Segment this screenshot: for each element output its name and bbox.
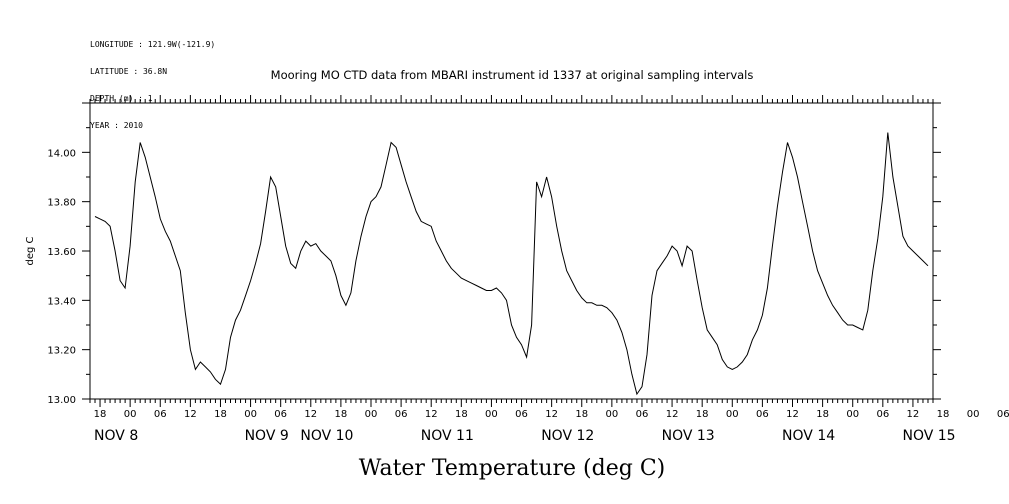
x-day-label: NOV 10 — [300, 428, 353, 444]
x-hour-label: 06 — [756, 409, 769, 420]
x-hour-label: 18 — [575, 409, 588, 420]
x-hour-label: 12 — [786, 409, 799, 420]
x-hour-label: 18 — [937, 409, 950, 420]
meta-depth: DEPTH (m) : 1 — [90, 94, 153, 103]
axis-ticks — [82, 95, 941, 407]
x-hour-label: 06 — [997, 409, 1009, 420]
plot-frame — [89, 102, 934, 400]
y-tick-label: 14.00 — [47, 148, 76, 159]
x-day-label: NOV 13 — [662, 428, 715, 444]
y-tick-label: 13.00 — [47, 395, 76, 406]
y-tick-label: 13.40 — [47, 296, 76, 307]
x-hour-label: 00 — [124, 409, 137, 420]
x-hour-label: 12 — [304, 409, 317, 420]
x-hour-label: 06 — [876, 409, 889, 420]
x-hour-label: 18 — [816, 409, 829, 420]
x-hour-label: 00 — [365, 409, 378, 420]
meta-longitude: LONGITUDE : 121.9W(-121.9) — [90, 40, 216, 49]
metadata-block: LONGITUDE : 121.9W(-121.9) LATITUDE : 36… — [90, 22, 215, 139]
x-hour-label: 06 — [395, 409, 408, 420]
y-tick-label: 13.60 — [47, 247, 76, 258]
x-day-labels: NOV 8 NOV 9 NOV 10 NOV 11 NOV 12 NOV 13 NOV 14… — [94, 428, 956, 444]
y-axis-label: deg C — [25, 236, 36, 265]
x-hour-label: 18 — [696, 409, 709, 420]
x-tick-labels: 18 00 06 12 18 00 06 12 18 00 06 12 18 00 06 12 18 00 06 12… — [94, 409, 1009, 420]
x-hour-label: 00 — [846, 409, 859, 420]
x-hour-label: 18 — [94, 409, 107, 420]
x-day-label: NOV 9 — [245, 428, 289, 444]
x-day-label: NOV 15 — [902, 428, 955, 444]
x-hour-label: 00 — [485, 409, 498, 420]
x-hour-label: 18 — [335, 409, 348, 420]
x-hour-label: 12 — [907, 409, 920, 420]
series-line-water-temperature — [94, 132, 929, 396]
x-hour-label: 18 — [214, 409, 227, 420]
x-hour-label: 00 — [967, 409, 980, 420]
x-hour-label: 18 — [455, 409, 468, 420]
x-hour-label: 06 — [636, 409, 649, 420]
x-day-label: NOV 14 — [782, 428, 835, 444]
x-axis-label: Water Temperature (deg C) — [359, 456, 666, 481]
x-hour-label: 00 — [605, 409, 618, 420]
x-hour-label: 12 — [184, 409, 197, 420]
x-hour-label: 06 — [154, 409, 167, 420]
x-hour-label: 12 — [545, 409, 558, 420]
x-hour-label: 12 — [425, 409, 438, 420]
x-day-label: NOV 8 — [94, 428, 138, 444]
meta-latitude: LATITUDE : 36.8N — [90, 67, 168, 76]
y-tick-label: 13.20 — [47, 346, 76, 357]
x-hour-label: 06 — [274, 409, 287, 420]
y-tick-labels: 13.00 13.20 13.40 13.60 13.80 14.00 — [47, 148, 76, 406]
x-hour-label: 00 — [244, 409, 257, 420]
x-day-label: NOV 11 — [421, 428, 474, 444]
chart-title: Mooring MO CTD data from MBARI instrumen… — [271, 68, 754, 82]
meta-year: YEAR : 2010 — [90, 121, 143, 130]
x-hour-label: 06 — [515, 409, 528, 420]
y-tick-label: 13.80 — [47, 198, 76, 209]
x-day-label: NOV 12 — [541, 428, 594, 444]
x-hour-label: 00 — [726, 409, 739, 420]
x-hour-label: 12 — [666, 409, 679, 420]
